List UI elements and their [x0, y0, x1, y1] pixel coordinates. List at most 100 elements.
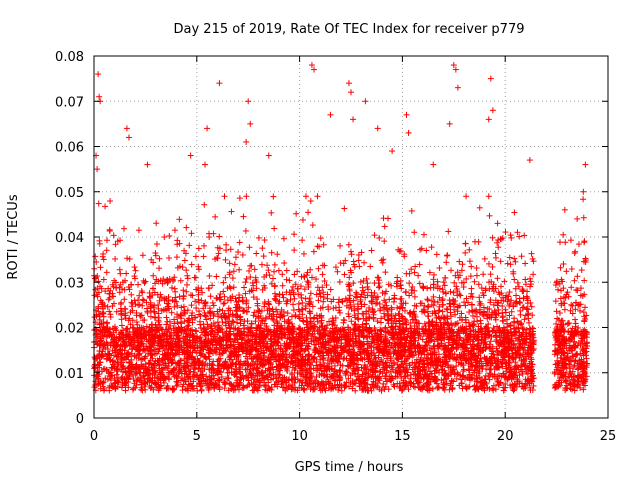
data-point: [195, 308, 202, 315]
data-point: [486, 212, 493, 219]
data-point: [231, 261, 238, 268]
data-point: [480, 271, 487, 278]
data-point: [195, 266, 202, 273]
data-point: [351, 321, 358, 328]
data-point: [315, 265, 322, 272]
data-point: [177, 277, 184, 284]
data-point: [381, 238, 388, 245]
data-point: [489, 263, 496, 270]
data-point: [286, 277, 293, 284]
data-point: [489, 234, 496, 241]
data-point: [381, 313, 388, 320]
data-point: [163, 314, 170, 321]
data-point: [121, 296, 128, 303]
data-point: [440, 279, 447, 286]
data-point: [112, 255, 119, 262]
data-point: [205, 285, 212, 292]
data-point: [411, 229, 418, 236]
data-point: [411, 323, 418, 330]
data-point: [408, 207, 415, 214]
data-point: [271, 268, 278, 275]
data-point: [271, 225, 278, 232]
data-point: [529, 312, 536, 319]
data-point: [210, 302, 217, 309]
data-point: [336, 278, 343, 285]
data-point: [447, 309, 454, 316]
data-point: [494, 239, 501, 246]
data-point: [168, 284, 175, 291]
data-point: [345, 241, 352, 248]
data-point: [243, 193, 250, 200]
data-point: [320, 294, 327, 301]
data-point: [340, 316, 347, 323]
data-point: [511, 276, 518, 283]
data-point: [397, 296, 404, 303]
data-point: [416, 320, 423, 327]
data-point: [511, 255, 518, 262]
data-point: [232, 254, 239, 261]
data-point: [380, 215, 387, 222]
data-point: [303, 193, 310, 200]
data-point: [209, 282, 216, 289]
data-point: [135, 227, 142, 234]
data-point: [212, 256, 219, 263]
data-point: [188, 302, 195, 309]
data-point: [117, 281, 124, 288]
data-point: [250, 312, 257, 319]
data-point: [510, 387, 517, 394]
data-point: [284, 310, 291, 317]
data-point: [376, 234, 383, 241]
data-point: [283, 276, 290, 283]
data-point: [303, 374, 310, 381]
data-point: [506, 254, 513, 261]
data-point: [293, 210, 300, 217]
data-point: [391, 383, 398, 390]
data-point: [378, 315, 385, 322]
data-point: [242, 227, 249, 234]
data-point: [126, 256, 133, 263]
data-point: [100, 276, 107, 283]
data-point: [466, 246, 473, 253]
data-point: [512, 285, 519, 292]
data-point: [436, 264, 443, 271]
data-point: [181, 257, 188, 264]
data-point: [103, 269, 110, 276]
data-point: [347, 248, 354, 255]
data-point: [348, 318, 355, 325]
data-point: [381, 310, 388, 317]
data-point: [201, 201, 208, 208]
data-point: [411, 269, 418, 276]
data-point: [117, 270, 124, 277]
data-point: [381, 223, 388, 230]
data-point: [456, 258, 463, 265]
data-point: [395, 246, 402, 253]
data-point: [411, 293, 418, 300]
data-point: [139, 252, 146, 259]
data-point: [229, 318, 236, 325]
data-point: [468, 290, 475, 297]
data-point: [309, 303, 316, 310]
data-point: [240, 213, 247, 220]
data-point: [431, 298, 438, 305]
data-point: [466, 309, 473, 316]
data-point: [336, 309, 343, 316]
data-point: [216, 386, 223, 393]
data-point: [317, 235, 324, 242]
data-point: [96, 240, 103, 247]
data-point: [447, 300, 454, 307]
data-point: [476, 204, 483, 211]
data-point: [439, 296, 446, 303]
data-point: [122, 387, 129, 394]
data-point: [289, 283, 296, 290]
data-point: [518, 253, 525, 260]
data-point: [433, 251, 440, 258]
data-point: [345, 375, 352, 382]
data-point: [462, 249, 469, 256]
data-point: [494, 220, 501, 227]
data-point: [104, 303, 111, 310]
data-point: [214, 255, 221, 262]
data-point: [192, 253, 199, 260]
data-point: [428, 244, 435, 251]
data-point: [345, 310, 352, 317]
data-point: [253, 250, 260, 257]
